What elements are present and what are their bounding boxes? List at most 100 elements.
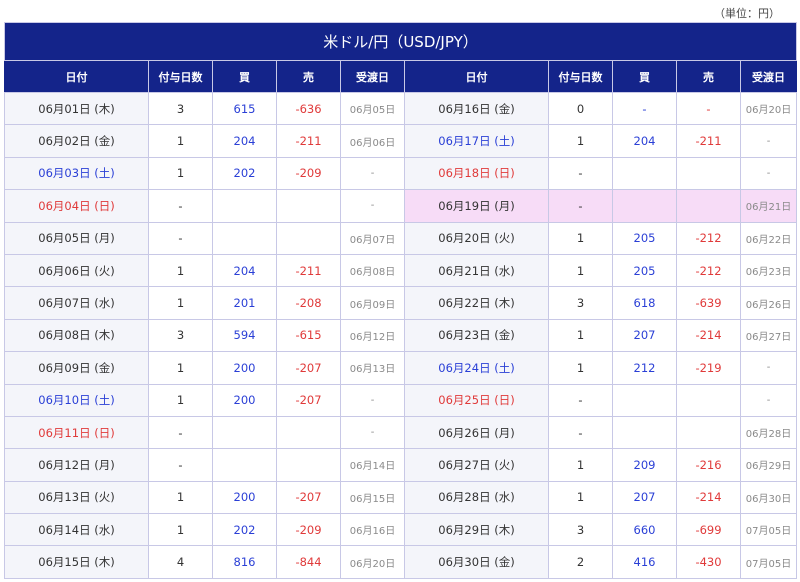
table-row: 06月05日 (月) - 06月07日 06月20日 (火) 1 205 -212 06月22… [4, 221, 797, 255]
left-delivery-cell: - [340, 383, 405, 417]
right-date-cell: 06月25日 (日) [404, 383, 549, 417]
left-sell-cell [276, 448, 341, 482]
left-sell-cell: -207 [276, 383, 341, 417]
header-buy-left: 買 [212, 60, 277, 93]
right-date-cell: 06月24日 (土) [404, 351, 549, 385]
left-delivery-cell: 06月16日 [340, 513, 405, 547]
right-sell-cell: -699 [676, 513, 741, 547]
right-sell-cell: -214 [676, 480, 741, 515]
left-date-cell: 06月11日 (日) [4, 415, 149, 450]
right-days-cell: 1 [548, 124, 613, 158]
right-buy-cell [612, 189, 677, 223]
right-delivery-cell: 06月28日 [740, 415, 797, 450]
header-delivery-right: 受渡日 [740, 60, 797, 93]
left-date-cell: 06月09日 (金) [4, 351, 149, 385]
right-date-cell: 06月20日 (火) [404, 221, 549, 255]
right-days-cell: 1 [548, 253, 613, 288]
right-days-cell: - [548, 156, 613, 191]
right-delivery-cell: 06月21日 [740, 189, 797, 223]
right-buy-cell: - [612, 91, 677, 126]
left-buy-cell [212, 448, 277, 482]
table-row: 06月13日 (火) 1 200 -207 06月15日 06月28日 (水) 1 207 -2… [4, 480, 797, 515]
header-sell-left: 売 [276, 60, 341, 93]
left-days-cell: 1 [148, 480, 213, 515]
left-date-cell: 06月04日 (日) [4, 189, 149, 223]
right-buy-cell: 207 [612, 480, 677, 515]
right-buy-cell [612, 415, 677, 450]
table-row: 06月15日 (木) 4 816 -844 06月20日 06月30日 (金) 2 416 -4… [4, 545, 797, 579]
right-buy-cell: 618 [612, 286, 677, 320]
left-days-cell: 3 [148, 318, 213, 353]
left-date-cell: 06月14日 (水) [4, 513, 149, 547]
table-row: 06月09日 (金) 1 200 -207 06月13日 06月24日 (土) 1 212 -2… [4, 351, 797, 385]
right-buy-cell: 660 [612, 513, 677, 547]
left-date-cell: 06月10日 (土) [4, 383, 149, 417]
left-delivery-cell: 06月12日 [340, 318, 405, 353]
left-date-cell: 06月12日 (月) [4, 448, 149, 482]
right-date-cell: 06月19日 (月) [404, 189, 549, 223]
table-row: 06月11日 (日) - -06月26日 (月) -06月28日 [4, 415, 797, 450]
right-days-cell: 3 [548, 513, 613, 547]
left-days-cell: 1 [148, 156, 213, 191]
left-days-cell: 1 [148, 253, 213, 288]
header-sell-right: 売 [676, 60, 741, 93]
right-delivery-cell: 06月27日 [740, 318, 797, 353]
right-buy-cell: 209 [612, 448, 677, 482]
left-delivery-cell: 06月15日 [340, 480, 405, 515]
right-buy-cell: 207 [612, 318, 677, 353]
left-date-cell: 06月06日 (火) [4, 253, 149, 288]
left-days-cell: 4 [148, 545, 213, 579]
left-sell-cell: -208 [276, 286, 341, 320]
right-delivery-cell: 07月05日 [740, 545, 797, 579]
right-days-cell: 1 [548, 351, 613, 385]
left-days-cell: 1 [148, 351, 213, 385]
table-row: 06月06日 (火) 1 204 -211 06月08日 06月21日 (水) 1 205 -2… [4, 253, 797, 288]
right-days-cell: - [548, 189, 613, 223]
left-days-cell: - [148, 415, 213, 450]
right-buy-cell: 204 [612, 124, 677, 158]
right-days-cell: 1 [548, 221, 613, 255]
right-days-cell: 1 [548, 448, 613, 482]
left-sell-cell [276, 415, 341, 450]
left-delivery-cell: 06月09日 [340, 286, 405, 320]
left-sell-cell: -207 [276, 351, 341, 385]
left-days-cell: - [148, 189, 213, 223]
left-sell-cell: -844 [276, 545, 341, 579]
right-sell-cell: -219 [676, 351, 741, 385]
left-delivery-cell: - [340, 156, 405, 191]
right-date-cell: 06月27日 (火) [404, 448, 549, 482]
right-delivery-cell: - [740, 124, 797, 158]
right-date-cell: 06月23日 (金) [404, 318, 549, 353]
right-buy-cell: 205 [612, 253, 677, 288]
left-delivery-cell: 06月05日 [340, 91, 405, 126]
table-row: 06月08日 (木) 3 594 -615 06月12日 06月23日 (金) 1 207 -2… [4, 318, 797, 353]
right-date-cell: 06月18日 (日) [404, 156, 549, 191]
right-sell-cell [676, 383, 741, 417]
right-sell-cell: -214 [676, 318, 741, 353]
right-sell-cell: -639 [676, 286, 741, 320]
table-row: 06月10日 (土) 1 200 -207-06月25日 (日) - - [4, 383, 797, 417]
left-date-cell: 06月07日 (水) [4, 286, 149, 320]
right-days-cell: 3 [548, 286, 613, 320]
right-delivery-cell: 06月22日 [740, 221, 797, 255]
header-days-right: 付与日数 [548, 60, 613, 93]
right-sell-cell: - [676, 91, 741, 126]
right-sell-cell: -212 [676, 253, 741, 288]
unit-label: （単位：円） [714, 7, 780, 20]
left-sell-cell: -207 [276, 480, 341, 515]
left-date-cell: 06月13日 (火) [4, 480, 149, 515]
right-delivery-cell: 06月23日 [740, 253, 797, 288]
left-date-cell: 06月01日 (木) [4, 91, 149, 126]
header-delivery-left: 受渡日 [340, 60, 405, 93]
right-days-cell: 1 [548, 318, 613, 353]
left-sell-cell [276, 221, 341, 255]
table-row: 06月03日 (土) 1 202 -209-06月18日 (日) - - [4, 156, 797, 191]
left-sell-cell: -211 [276, 253, 341, 288]
right-date-cell: 06月26日 (月) [404, 415, 549, 450]
left-days-cell: 1 [148, 286, 213, 320]
right-delivery-cell: 06月26日 [740, 286, 797, 320]
right-date-cell: 06月21日 (水) [404, 253, 549, 288]
header-buy-right: 買 [612, 60, 677, 93]
left-buy-cell: 202 [212, 513, 277, 547]
right-date-cell: 06月17日 (土) [404, 124, 549, 158]
